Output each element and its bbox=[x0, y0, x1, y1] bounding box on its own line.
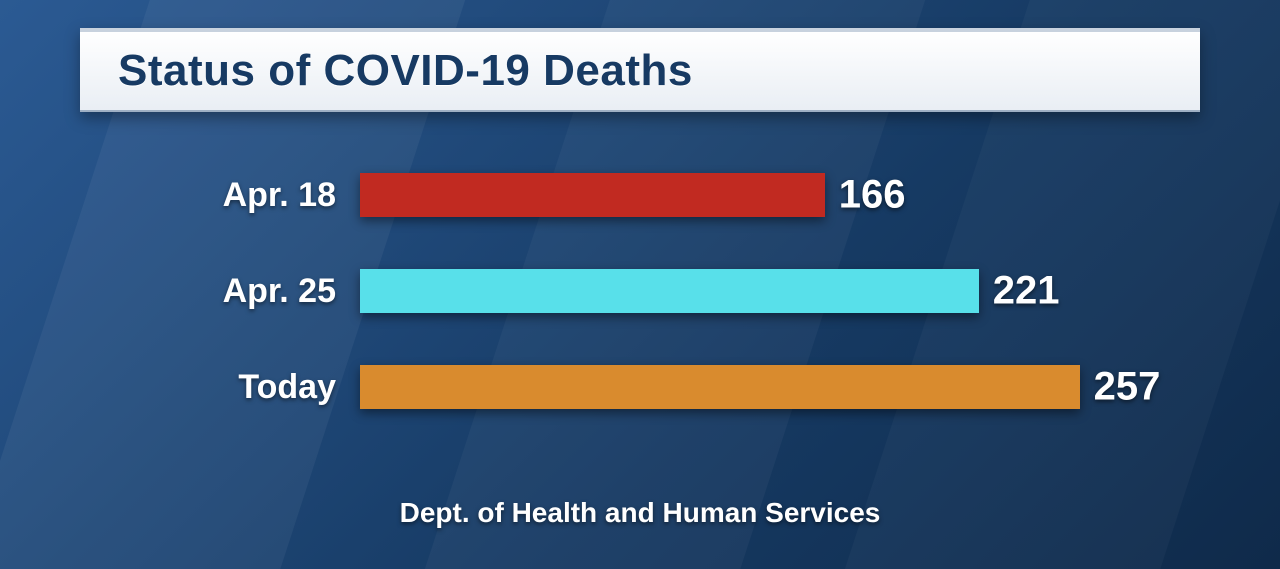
category-label: Apr. 18 bbox=[80, 176, 360, 215]
chart-row: Apr. 25 221 bbox=[80, 266, 1200, 316]
bar bbox=[360, 269, 979, 313]
chart-row: Today 257 bbox=[80, 362, 1200, 412]
bar-wrap: 257 bbox=[360, 365, 1200, 409]
bar-wrap: 166 bbox=[360, 173, 1200, 217]
bar bbox=[360, 173, 825, 217]
chart-area: Apr. 18 166 Apr. 25 221 Today 257 bbox=[80, 150, 1200, 459]
value-label: 221 bbox=[979, 269, 1060, 314]
chart-row: Apr. 18 166 bbox=[80, 170, 1200, 220]
chart-source: Dept. of Health and Human Services bbox=[0, 497, 1280, 529]
bar bbox=[360, 365, 1080, 409]
chart-stage: Status of COVID-19 Deaths Apr. 18166Apr.… bbox=[0, 0, 1280, 569]
value-label: 166 bbox=[825, 173, 906, 218]
category-label: Today bbox=[80, 368, 360, 407]
title-band: Status of COVID-19 Deaths bbox=[80, 28, 1200, 112]
bar-wrap: 221 bbox=[360, 269, 1200, 313]
chart-title: Status of COVID-19 Deaths bbox=[80, 46, 693, 96]
category-label: Apr. 25 bbox=[80, 272, 360, 311]
value-label: 257 bbox=[1080, 365, 1161, 410]
